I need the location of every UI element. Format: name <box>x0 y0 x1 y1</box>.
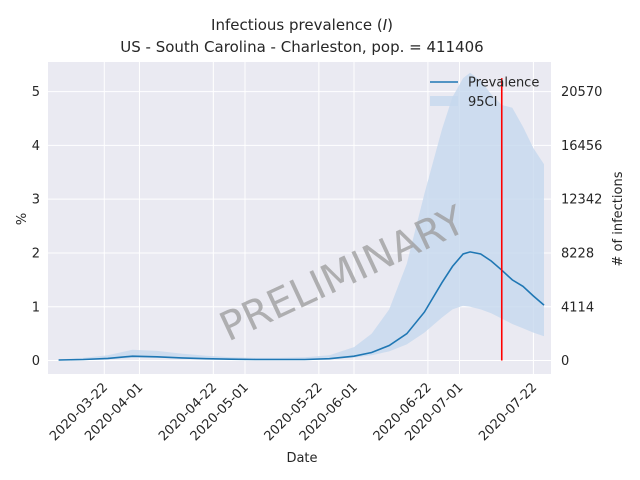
x-axis-label: Date <box>286 451 317 466</box>
legend: Prevalence 95CI <box>430 76 539 110</box>
legend-label-prevalence: Prevalence <box>468 76 539 91</box>
y-tick-label: 3 <box>32 193 40 208</box>
x-tick-label: 2020-07-22 <box>476 380 540 444</box>
chart-title-line2: US - South Carolina - Charleston, pop. =… <box>120 38 483 56</box>
y-tick-label: 4 <box>32 139 40 154</box>
y-tick-label: 0 <box>32 354 40 369</box>
y-axis-label-right: # of infections <box>611 171 626 266</box>
y-right-tick-label: 12342 <box>561 193 602 208</box>
y-tick-label: 1 <box>32 300 40 315</box>
y-right-tick-label: 16456 <box>561 139 602 154</box>
y-right-tick-label: 8228 <box>561 246 594 261</box>
y-tick-label: 5 <box>32 85 40 100</box>
legend-swatch-95ci <box>430 96 458 106</box>
y-right-tick-label: 4114 <box>561 300 594 315</box>
y-tick-label: 2 <box>32 246 40 261</box>
legend-label-95ci: 95CI <box>468 95 497 110</box>
prevalence-line <box>58 251 545 361</box>
y-axis-label-left: % <box>15 213 30 225</box>
y-axis-right: 0 4114 8228 12342 16456 20570 <box>561 85 602 369</box>
y-right-tick-label: 20570 <box>561 85 602 100</box>
ci-band <box>58 72 544 361</box>
y-axis-left: 0 1 2 3 4 5 <box>32 85 40 369</box>
y-right-tick-label: 0 <box>561 354 569 369</box>
chart-title-line1: Infectious prevalence (I) <box>211 16 393 34</box>
